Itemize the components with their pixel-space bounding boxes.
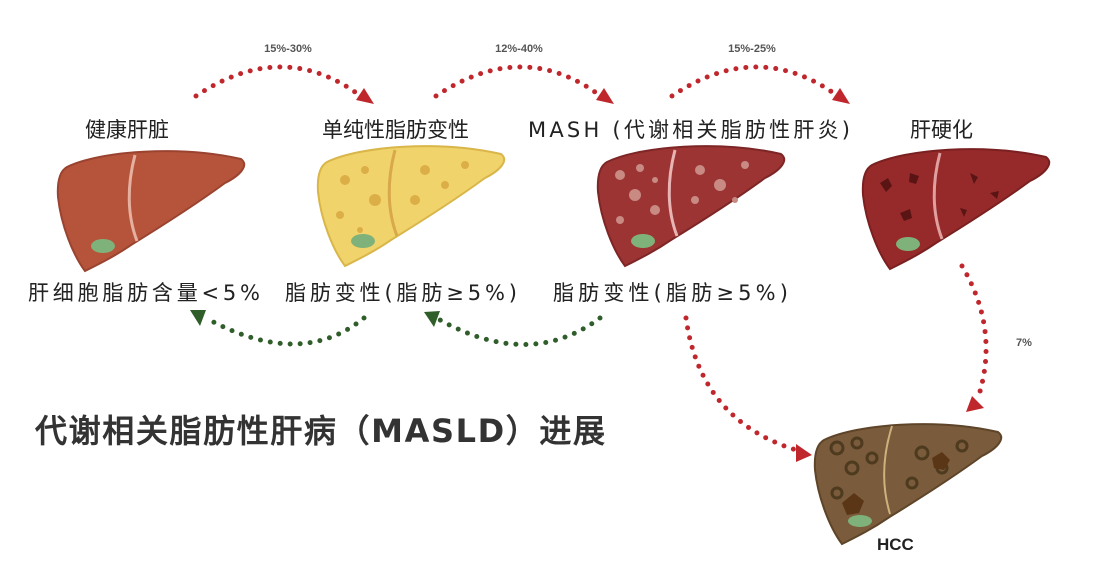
- steatosis-liver-illustration: [316, 145, 506, 267]
- mash-liver-illustration: [596, 145, 786, 267]
- arrow-mash-to-steatosis: [424, 311, 603, 347]
- arrow-steatosis-to-mash: [433, 64, 614, 104]
- fat-label-steatosis: 脂肪变性(脂肪≥5%): [285, 281, 517, 305]
- diagram-title: 代谢相关脂肪性肝病（MASLD）进展: [34, 412, 605, 450]
- hcc-liver-illustration: [813, 423, 1003, 545]
- fat-label-healthy: 肝细胞脂肪含量<5%: [28, 281, 260, 305]
- healthy-liver-illustration: [56, 150, 246, 272]
- stage-label-cirrhosis: 肝硬化: [910, 118, 973, 142]
- stage-label-hcc: HCC: [877, 535, 914, 554]
- rate-healthy-to-steatosis: 15%-30%: [264, 43, 312, 55]
- cirrhosis-liver-illustration: [861, 148, 1051, 270]
- arrow-cirrhosis-to-hcc: [959, 263, 989, 412]
- arrow-healthy-to-steatosis: [193, 64, 374, 104]
- stage-label-healthy: 健康肝脏: [85, 118, 169, 142]
- rate-steatosis-to-mash: 12%-40%: [495, 43, 543, 55]
- arrow-mash-to-hcc: [683, 315, 812, 462]
- arrow-steatosis-to-healthy: [190, 310, 367, 347]
- rate-cirrhosis-to-hcc: 7%: [1016, 337, 1032, 349]
- stage-label-mash: MASH (代谢相关脂肪性肝炎): [528, 118, 850, 142]
- rate-mash-to-cirrhosis: 15%-25%: [728, 43, 776, 55]
- arrow-mash-to-cirrhosis: [669, 64, 850, 104]
- fat-label-mash: 脂肪变性(脂肪≥5%): [553, 281, 788, 305]
- stage-label-steatosis: 单纯性脂肪变性: [322, 118, 469, 142]
